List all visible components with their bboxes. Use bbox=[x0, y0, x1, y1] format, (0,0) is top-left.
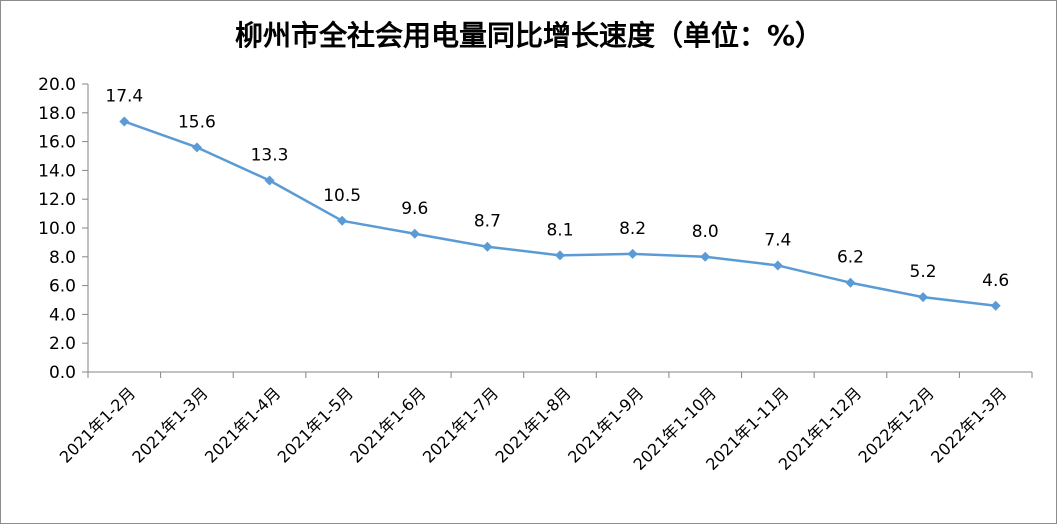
data-label: 17.4 bbox=[105, 86, 143, 106]
data-label: 13.3 bbox=[251, 145, 289, 165]
x-category-label: 2021年1-7月 bbox=[419, 383, 502, 466]
data-label: 9.6 bbox=[401, 199, 428, 219]
data-point-marker bbox=[191, 142, 202, 153]
x-category-label: 2022年1-2月 bbox=[855, 383, 938, 466]
axes: 0.0 2.0 4.0 6.0 8.0 10.0 12.0 14.0 16.0 18.0 20.0 bbox=[38, 75, 1033, 383]
data-label: 10.5 bbox=[323, 186, 361, 206]
y-tick-label: 14.0 bbox=[38, 161, 76, 181]
data-label: 8.1 bbox=[546, 220, 573, 240]
x-category-label: 2022年1-3月 bbox=[927, 383, 1010, 466]
y-tick-label: 2.0 bbox=[49, 334, 76, 354]
y-tick-label: 0.0 bbox=[49, 363, 76, 383]
data-point-marker bbox=[264, 175, 275, 186]
data-point-marker bbox=[555, 250, 565, 261]
x-category-label: 2021年1-4月 bbox=[201, 383, 284, 466]
data-point-marker bbox=[119, 116, 130, 127]
y-tick-label: 20.0 bbox=[38, 75, 76, 95]
data-point-marker bbox=[409, 228, 420, 239]
series-layer bbox=[119, 116, 1001, 311]
y-tick-label: 16.0 bbox=[38, 133, 76, 153]
data-label: 6.2 bbox=[837, 248, 864, 268]
data-point-marker bbox=[772, 260, 783, 271]
data-label: 8.0 bbox=[692, 222, 719, 242]
data-label: 4.6 bbox=[982, 271, 1009, 291]
x-category-label: 2021年1-2月 bbox=[56, 383, 139, 466]
y-tick-label: 4.0 bbox=[49, 305, 76, 325]
data-label: 5.2 bbox=[910, 262, 937, 282]
chart-title: 柳州市全社会用电量同比增长速度（单位：%） bbox=[235, 19, 823, 52]
data-point-marker bbox=[627, 248, 638, 259]
data-point-marker bbox=[700, 251, 711, 262]
y-tick-label: 10.0 bbox=[38, 219, 76, 239]
data-label: 7.4 bbox=[764, 230, 791, 250]
data-point-marker bbox=[990, 300, 1001, 311]
x-category-label: 2021年1-8月 bbox=[491, 383, 574, 466]
y-tick-label: 12.0 bbox=[38, 190, 76, 210]
y-tick-label: 18.0 bbox=[38, 104, 76, 124]
data-point-marker bbox=[845, 277, 856, 288]
x-category-label: 2021年1-6月 bbox=[346, 383, 429, 466]
data-point-marker bbox=[918, 292, 929, 303]
data-label: 8.2 bbox=[619, 219, 646, 239]
x-category-label: 2021年1-3月 bbox=[128, 383, 211, 466]
data-point-marker bbox=[337, 215, 348, 226]
data-point-marker bbox=[482, 241, 493, 252]
x-category-label: 2021年1-5月 bbox=[274, 383, 357, 466]
y-tick-label: 8.0 bbox=[49, 248, 76, 268]
data-label: 8.7 bbox=[474, 212, 501, 232]
data-label: 15.6 bbox=[178, 112, 216, 132]
y-tick-label: 6.0 bbox=[49, 277, 76, 297]
